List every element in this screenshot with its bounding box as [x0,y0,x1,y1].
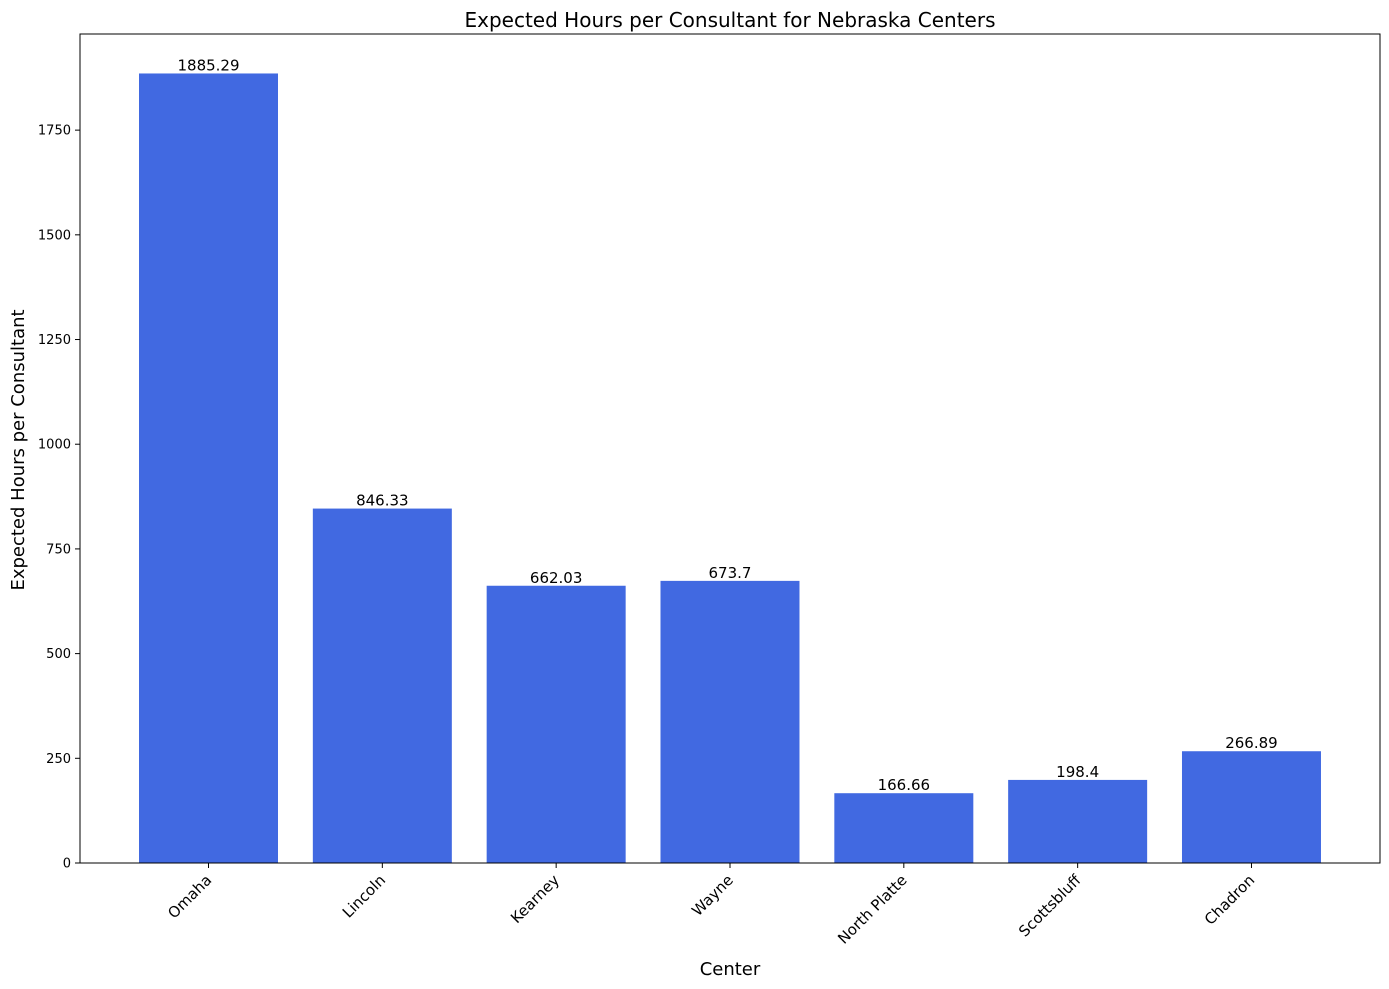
y-tick-label: 250 [46,752,71,767]
bar-omaha [139,73,278,864]
x-axis: Omaha Lincoln Kearney Wayne North Platte Scot… [164,863,1258,948]
x-tick-label: Chadron [1201,871,1258,928]
bar-wayne [660,580,800,863]
data-label: 846.33 [356,492,409,510]
y-axis: 0 250 500 750 1000 1250 1500 1750 [38,124,80,872]
bars-layer [139,73,1321,864]
chart-title: Expected Hours per Consultant for Nebras… [465,8,996,32]
bar-scottsbluff [1008,779,1148,863]
data-labels-layer: 1885.29 846.33 662.03 673.7 166.66 198.4 266.8… [177,56,1277,794]
x-axis-title: Center [700,959,761,980]
x-tick-label: Wayne [688,871,737,920]
x-tick-label: Omaha [164,871,215,922]
x-tick-label: Lincoln [339,871,389,921]
x-tick-label: North Platte [834,871,910,947]
x-tick-label: Scottsbluff [1015,871,1085,941]
bar-lincoln [312,508,452,863]
y-tick-label: 1750 [38,124,71,139]
data-label: 662.03 [530,569,583,587]
y-tick-label: 500 [46,647,71,662]
bar-kearney [486,585,626,863]
y-tick-label: 0 [63,857,71,872]
bar-north-platte [834,793,974,863]
y-axis-title: Expected Hours per Consultant [8,309,29,590]
y-tick-label: 1500 [38,228,71,243]
data-label: 198.4 [1056,763,1099,781]
bar-chadron [1181,751,1321,863]
data-label: 673.7 [709,564,752,582]
x-tick-label: Kearney [507,871,563,927]
y-tick-label: 750 [46,542,71,557]
data-label: 166.66 [878,776,931,794]
plot-frame [79,33,1381,864]
data-label: 1885.29 [177,56,239,74]
y-tick-label: 1250 [38,333,71,348]
y-tick-label: 1000 [38,438,71,453]
data-label: 266.89 [1225,734,1278,752]
